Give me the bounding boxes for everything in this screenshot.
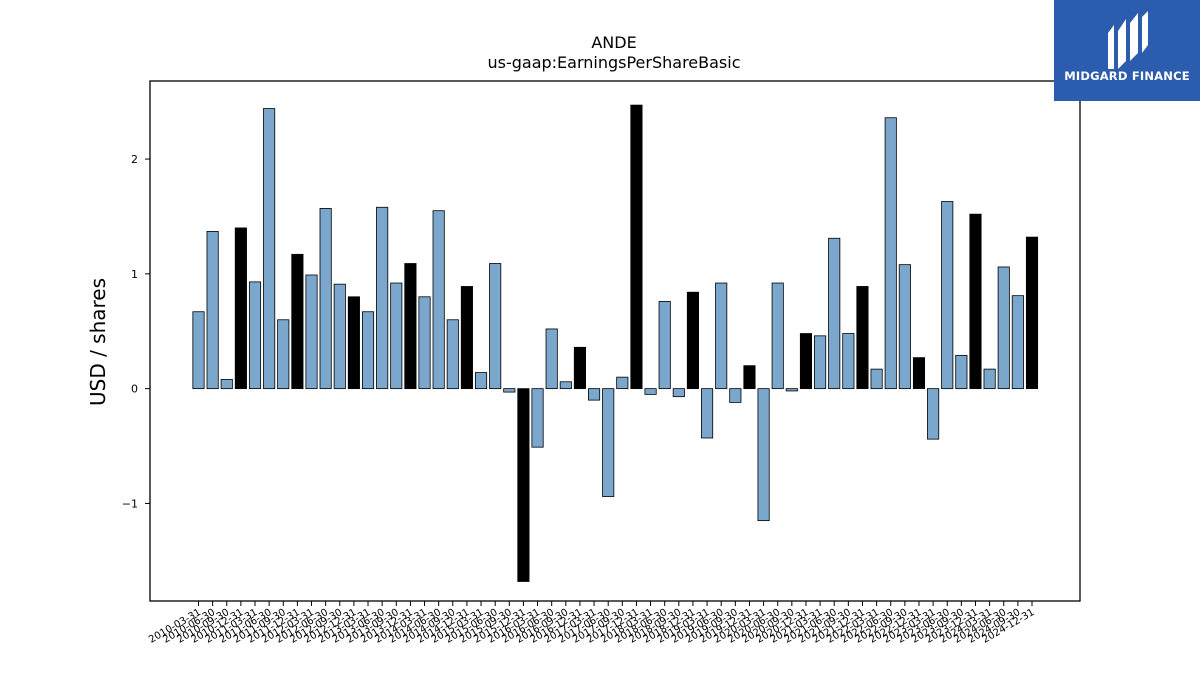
y-tick-label: 2 — [131, 153, 138, 166]
bar-2023-03-31 — [927, 388, 940, 440]
bar-2012-12-31 — [347, 296, 360, 390]
bar-2012-09-30 — [333, 283, 346, 390]
bar-2020-09-30 — [785, 388, 798, 392]
bar-2013-03-31 — [361, 311, 375, 390]
y-tick-label: 1 — [131, 268, 138, 281]
bar-2018-12-31 — [686, 291, 699, 390]
plot-frame — [149, 80, 1081, 602]
bar-2019-12-31 — [743, 365, 756, 390]
bar-2015-03-31 — [474, 372, 488, 390]
chart-title: ANDE — [591, 33, 636, 52]
bar-2018-09-30 — [672, 388, 685, 398]
bar-2016-06-30 — [545, 328, 558, 390]
brand-name: MIDGARD FINANCE — [1064, 69, 1190, 83]
bar-2021-03-31 — [814, 335, 827, 390]
bar-2021-09-30 — [842, 333, 855, 390]
y-axis-label: USD / shares — [86, 278, 110, 406]
bar-2014-06-30 — [432, 210, 445, 390]
bar-2011-03-31 — [248, 281, 262, 390]
y-axis: −1 0 1 2 — [122, 153, 150, 510]
bar-2024-12-31 — [1025, 236, 1039, 390]
bar-2020-03-31 — [757, 388, 770, 522]
bar-2023-09-30 — [955, 354, 968, 390]
bar-2011-09-30 — [277, 319, 290, 390]
bar-2023-06-30 — [941, 201, 954, 390]
bar-2024-06-30 — [997, 266, 1010, 390]
bar-2017-12-31 — [630, 104, 643, 390]
bar-2021-06-30 — [828, 237, 841, 390]
bar-2019-03-31 — [701, 388, 714, 439]
bar-2013-12-31 — [404, 263, 417, 390]
bar-2022-06-30 — [884, 117, 897, 390]
y-tick-label: 0 — [131, 383, 138, 396]
bar-2024-09-30 — [1011, 295, 1024, 390]
bar-2010-09-30 — [220, 379, 233, 390]
bar-2014-03-31 — [418, 296, 431, 390]
bar-2012-03-31 — [305, 274, 318, 390]
bar-2015-06-30 — [489, 263, 502, 390]
bar-2015-12-31 — [517, 388, 530, 582]
bar-2019-09-30 — [729, 388, 742, 403]
x-axis: 2010-03-312010-06-302010-09-302010-12-31… — [147, 601, 1037, 646]
bar-2015-09-30 — [503, 388, 516, 393]
bar-2018-06-30 — [658, 300, 671, 390]
bar-2021-12-31 — [856, 286, 869, 390]
bar-2014-12-31 — [460, 286, 473, 390]
bar-2018-03-31 — [644, 388, 657, 395]
bar-2014-09-30 — [446, 319, 459, 390]
bar-2020-06-30 — [771, 282, 784, 390]
brand-logo: MIDGARD FINANCE — [1054, 0, 1200, 101]
bar-2016-12-31 — [573, 346, 586, 390]
bar-2024-03-31 — [983, 368, 996, 390]
bar-2013-09-30 — [390, 282, 403, 390]
bar-2010-12-31 — [234, 227, 247, 390]
bars-group — [192, 104, 1039, 582]
bar-2011-12-31 — [291, 253, 304, 390]
bar-2016-09-30 — [559, 381, 572, 390]
y-tick-label: −1 — [122, 497, 138, 510]
bar-2011-06-30 — [263, 108, 276, 390]
bar-2010-06-30 — [206, 230, 219, 390]
bar-2017-03-31 — [588, 388, 601, 401]
bar-2017-09-30 — [616, 376, 629, 390]
midgard-logo-icon — [1108, 11, 1148, 69]
bar-2012-06-30 — [319, 208, 332, 390]
bar-2020-12-31 — [799, 333, 813, 390]
chart-subtitle: us-gaap:EarningsPerShareBasic — [487, 53, 740, 72]
bar-2013-06-30 — [376, 206, 389, 390]
bar-2017-06-30 — [602, 388, 615, 497]
bar-2023-12-31 — [969, 213, 982, 390]
bar-2022-09-30 — [898, 264, 911, 390]
bar-2010-03-31 — [192, 311, 205, 390]
bar-2022-03-31 — [870, 368, 883, 390]
bar-2022-12-31 — [912, 357, 926, 390]
bar-2016-03-31 — [531, 388, 544, 448]
bar-2019-06-30 — [715, 282, 728, 390]
